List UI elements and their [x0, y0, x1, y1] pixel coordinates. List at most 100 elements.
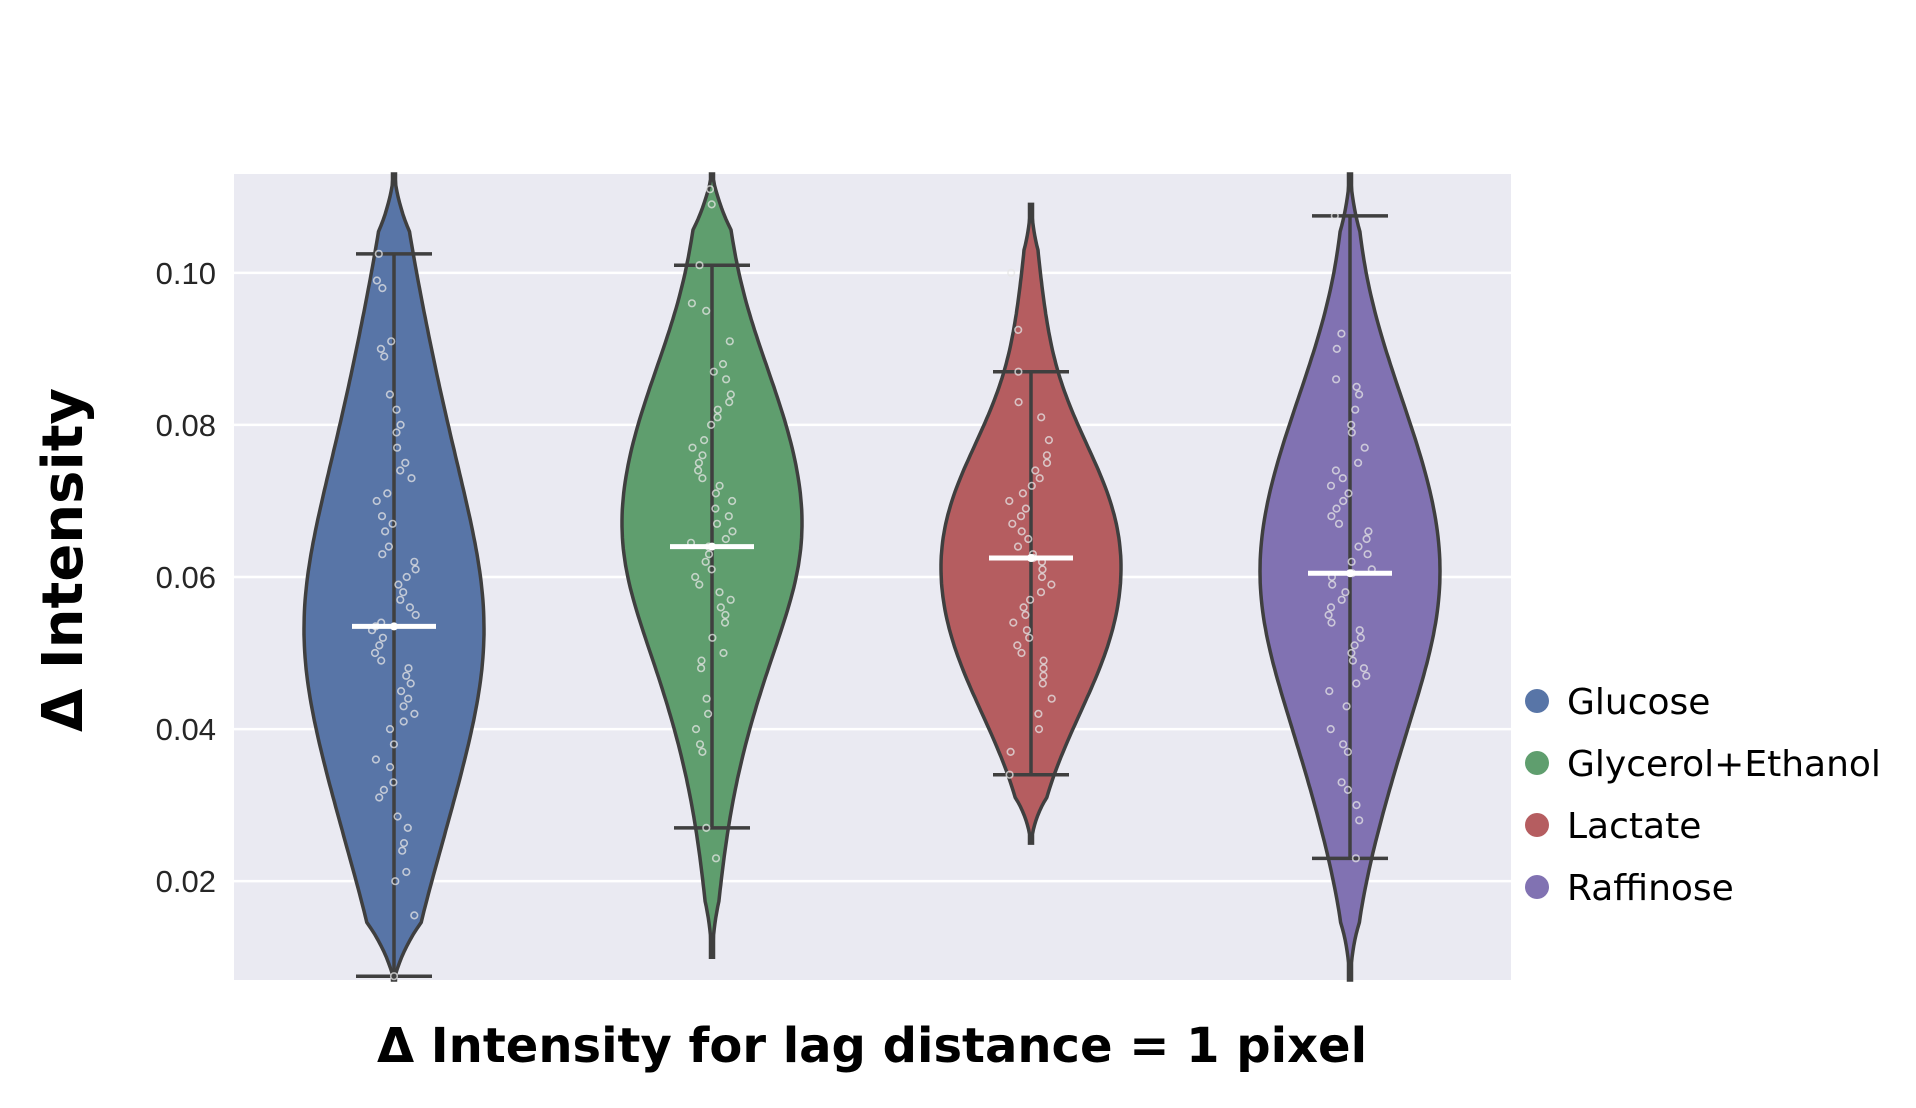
- data-point: [715, 481, 724, 490]
- data-point: [695, 740, 705, 749]
- data-point: [1350, 641, 1359, 650]
- data-point: [1338, 474, 1347, 483]
- data-point: [391, 877, 400, 886]
- data-point: [1014, 325, 1023, 335]
- data-point: [393, 812, 402, 821]
- data-point: [399, 838, 409, 848]
- data-point: [1021, 610, 1030, 620]
- data-point: [1352, 382, 1361, 392]
- data-point: [721, 375, 731, 384]
- data-point: [1343, 785, 1352, 795]
- data-point: [707, 565, 716, 574]
- legend-marker: [1525, 813, 1549, 837]
- data-point: [708, 633, 717, 642]
- data-point: [698, 451, 707, 460]
- data-point: [1362, 671, 1371, 680]
- y-tick-label: 0.06: [156, 560, 216, 595]
- data-point: [383, 489, 392, 498]
- data-point: [387, 337, 396, 346]
- data-point: [718, 360, 728, 369]
- data-point: [407, 474, 416, 483]
- data-point: [405, 603, 415, 612]
- data-point: [1331, 466, 1340, 475]
- data-point: [377, 512, 387, 521]
- legend-label: Raffinose: [1567, 868, 1734, 909]
- data-point: [1347, 648, 1356, 658]
- data-point: [1356, 633, 1365, 642]
- data-point: [399, 717, 408, 726]
- legend-marker: [1525, 689, 1549, 713]
- data-point: [711, 854, 721, 863]
- data-point: [378, 284, 387, 293]
- data-point: [725, 398, 734, 407]
- data-point: [1009, 618, 1018, 627]
- data-point: [385, 724, 395, 734]
- x-axis-title: Δ Intensity for lag distance = 1 pixel: [377, 1018, 1367, 1074]
- data-point: [1325, 686, 1334, 696]
- data-point: [371, 755, 381, 764]
- data-point: [727, 496, 737, 506]
- data-point: [399, 702, 408, 711]
- data-point: [721, 610, 730, 620]
- legend: Glucose Glycerol+Ethanol Lactate Raffinose: [1525, 682, 1881, 909]
- data-point: [394, 580, 403, 589]
- data-point: [713, 405, 722, 414]
- data-point: [404, 664, 413, 673]
- data-point: [697, 656, 706, 665]
- data-point: [704, 550, 714, 559]
- data-point: [719, 648, 728, 658]
- data-point: [698, 747, 707, 757]
- data-point: [1006, 747, 1015, 757]
- data-point: [1328, 580, 1337, 589]
- data-point: [1025, 595, 1035, 604]
- data-point: [402, 867, 411, 877]
- data-point: [1353, 458, 1363, 468]
- data-point: [1017, 527, 1026, 536]
- data-point: [411, 565, 420, 574]
- data-point: [1362, 534, 1371, 544]
- data-point: [396, 466, 405, 475]
- data-point: [1355, 816, 1364, 825]
- data-point: [1348, 656, 1357, 665]
- data-point: [1364, 527, 1373, 536]
- violin-raffinose: [1258, 172, 1442, 982]
- data-point: [1341, 588, 1350, 597]
- data-point: [1326, 603, 1336, 612]
- violin-glucose: [302, 172, 486, 982]
- data-point: [711, 504, 720, 513]
- data-point: [1019, 603, 1028, 612]
- violins: [302, 172, 1442, 982]
- data-point: [1334, 519, 1344, 528]
- data-point: [1039, 664, 1048, 673]
- data-point: [693, 466, 703, 475]
- data-point: [695, 261, 704, 270]
- data-point: [1039, 656, 1048, 665]
- data-point: [410, 911, 419, 920]
- data-point: [1007, 268, 1016, 277]
- data-point: [1347, 557, 1356, 566]
- data-point: [701, 557, 710, 566]
- data-point: [1344, 489, 1353, 498]
- data-point: [698, 474, 707, 483]
- data-point: [402, 572, 411, 582]
- legend-marker: [1525, 875, 1549, 899]
- data-point: [396, 595, 405, 604]
- data-point: [1037, 572, 1047, 582]
- data-point: [1326, 724, 1335, 734]
- data-point: [687, 299, 697, 308]
- legend-label: Glycerol+Ethanol: [1567, 744, 1881, 785]
- data-point: [376, 344, 386, 354]
- data-point: [707, 200, 716, 209]
- data-point: [1039, 671, 1048, 680]
- data-point: [1337, 778, 1346, 787]
- data-point: [1363, 550, 1372, 559]
- data-point: [703, 709, 713, 719]
- data-point: [380, 352, 389, 361]
- data-point: [1355, 626, 1364, 635]
- data-point: [379, 785, 389, 795]
- data-point: [378, 633, 388, 642]
- data-point: [1351, 405, 1360, 414]
- data-point: [386, 762, 395, 772]
- data-point: [384, 542, 394, 551]
- data-point: [716, 603, 725, 612]
